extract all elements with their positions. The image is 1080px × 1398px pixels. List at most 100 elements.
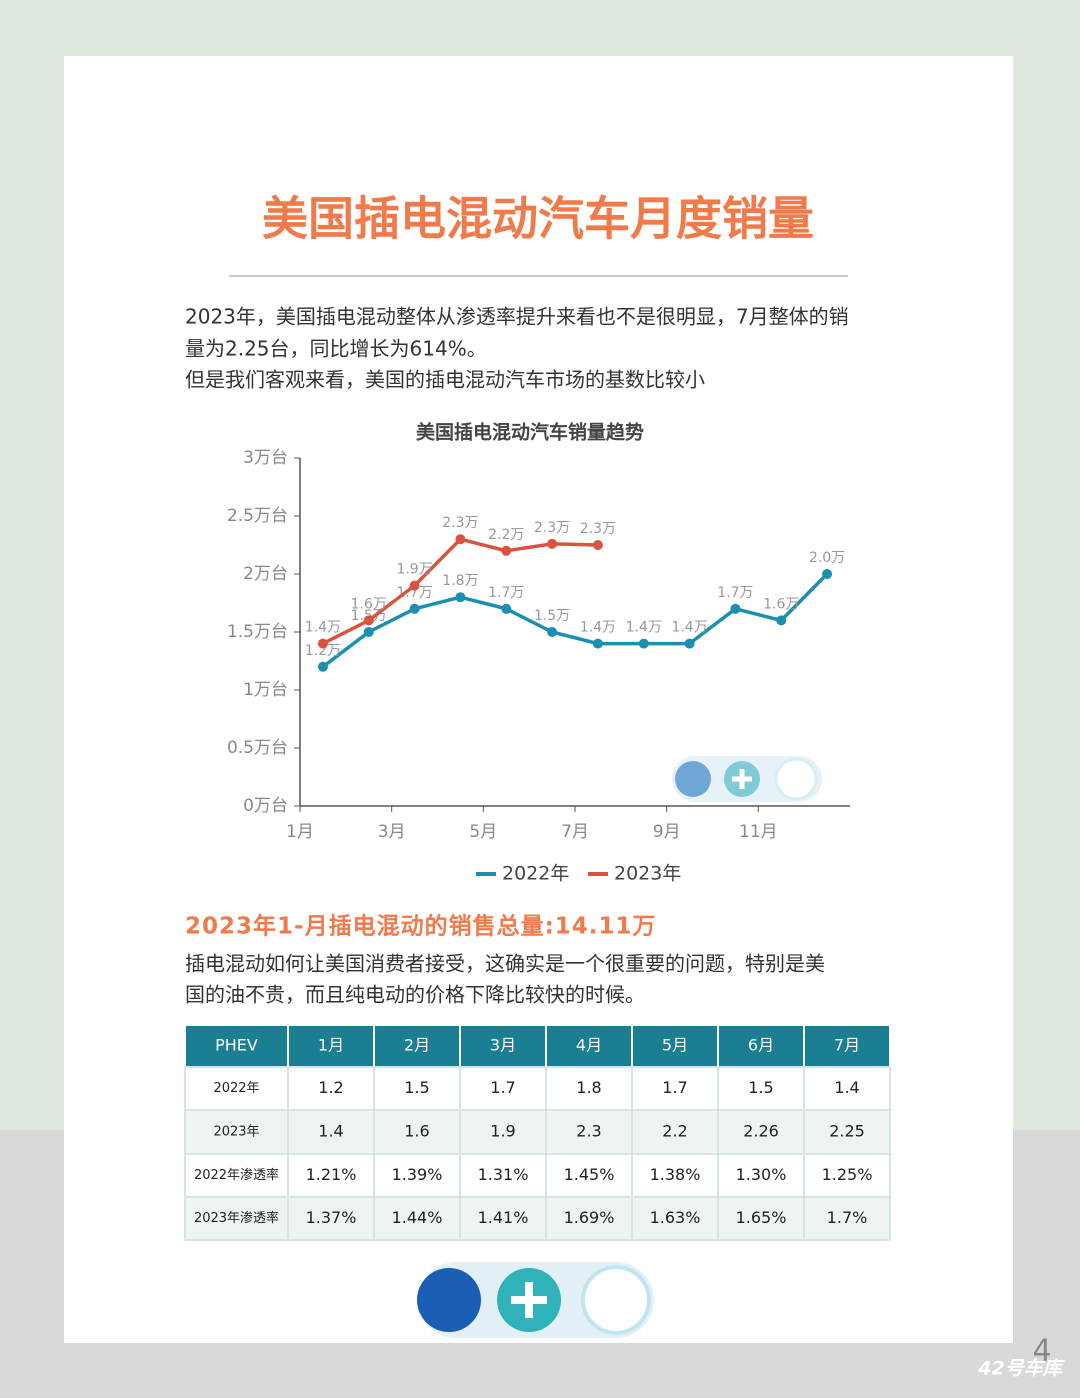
cell xyxy=(373,1196,461,1241)
data-label: 1.7万 xyxy=(488,585,524,601)
cell xyxy=(459,1109,547,1155)
y-tick-label: 0.5万台 xyxy=(227,738,288,758)
cell-text: 1.30% xyxy=(736,1165,787,1184)
cell xyxy=(545,1153,633,1198)
cell-text: 2022年渗透率 xyxy=(194,1167,279,1183)
cell-text: 1.37% xyxy=(306,1208,357,1227)
cell-text: 2023年 xyxy=(213,1125,259,1140)
watermark: 42号车库 xyxy=(977,1358,1065,1380)
cell-text: 1.44% xyxy=(392,1208,443,1227)
data-label: 1.6万 xyxy=(763,596,799,612)
x-tick-label: 3月 xyxy=(378,822,406,842)
cell-text: 2.25 xyxy=(829,1122,865,1141)
line xyxy=(321,572,829,669)
table: PHEV 1月 2月 3月 4月 5月 6月 7月 2022年 1.2 1.5 1.7 1.8 1.7 1.… xyxy=(184,1024,891,1241)
cell-text: 1.4 xyxy=(318,1122,343,1141)
cell xyxy=(184,1196,289,1241)
cell xyxy=(545,1109,633,1155)
point xyxy=(592,638,603,649)
cell-text: 1.5 xyxy=(748,1078,773,1097)
data-label: 1.2万 xyxy=(305,643,341,659)
header-text: 2月 xyxy=(404,1036,430,1055)
cell xyxy=(184,1066,289,1111)
data-label: 1.7万 xyxy=(396,585,432,601)
chart: 0万台 0.5万台 1万台 1.5万台 2万台 2.5万台 3万台 1月 3月 5月 7月 9月 11月… xyxy=(227,448,850,885)
cell xyxy=(545,1066,633,1111)
point xyxy=(455,592,466,603)
x-tick-label: 7月 xyxy=(561,822,589,842)
cell xyxy=(631,1109,719,1155)
cell-text: 1.9 xyxy=(490,1122,515,1141)
point xyxy=(363,627,374,637)
y-tick-label: 1.5万台 xyxy=(227,622,288,642)
point xyxy=(684,638,695,649)
intro-line: 量为2.25台，同比增长为614%。 xyxy=(185,337,487,361)
data-label: 1.4万 xyxy=(580,620,616,636)
cell-text: 1.5 xyxy=(404,1078,429,1097)
point xyxy=(409,580,420,591)
cell-text: 1.4 xyxy=(834,1078,859,1097)
data-label: 2.0万 xyxy=(809,550,845,566)
header-text: 4月 xyxy=(576,1036,602,1055)
cell-text: 1.7% xyxy=(827,1208,868,1227)
header-cell xyxy=(717,1024,805,1068)
cell-text: 1.7 xyxy=(662,1078,687,1097)
data-label: 1.7万 xyxy=(717,585,753,601)
subheading: 2023年1-月插电混动的销售总量:14.11万 xyxy=(185,913,657,940)
data-label: 1.4万 xyxy=(626,620,662,636)
point xyxy=(409,603,420,614)
header-cell xyxy=(184,1024,289,1068)
legend-label: 2022年 xyxy=(502,863,569,885)
point xyxy=(501,603,512,614)
cell xyxy=(184,1109,289,1155)
header-cell xyxy=(803,1024,891,1068)
cell-text: 2.3 xyxy=(576,1122,601,1141)
cell xyxy=(459,1153,547,1198)
data-label: 2.3万 xyxy=(580,521,616,537)
point xyxy=(363,615,374,626)
y-tick-label: 1万台 xyxy=(243,680,288,700)
data-label: 2.3万 xyxy=(442,515,478,531)
legend-label: 2023年 xyxy=(614,863,681,885)
point xyxy=(547,627,558,637)
cell-text: 2023年渗透率 xyxy=(194,1210,279,1226)
header-text: 7月 xyxy=(834,1036,860,1055)
cell xyxy=(287,1109,375,1155)
data-label: 1.9万 xyxy=(396,562,432,578)
cell-text: 1.69% xyxy=(564,1208,615,1227)
data-label: 1.4万 xyxy=(305,620,341,636)
header-cell xyxy=(631,1024,719,1068)
title: 美国插电混动汽车月度销量 xyxy=(262,192,814,246)
cell-text: 1.21% xyxy=(306,1165,357,1184)
y-tick-label: 0万台 xyxy=(243,796,288,816)
cell-text: 1.65% xyxy=(736,1208,787,1227)
point xyxy=(592,540,603,550)
cell-text: 1.63% xyxy=(650,1208,701,1227)
cell-text: 1.8 xyxy=(576,1078,601,1097)
cell xyxy=(459,1196,547,1241)
data-label: 1.5万 xyxy=(534,608,570,624)
cell-text: 2.2 xyxy=(662,1122,687,1141)
header-cell xyxy=(373,1024,461,1068)
point xyxy=(638,638,649,649)
data-label: 1.4万 xyxy=(671,620,707,636)
cell-text: 1.31% xyxy=(478,1165,529,1184)
intro-line: 2023年，美国插电混动整体从渗透率提升来看也不是很明显，7月整体的销 xyxy=(185,305,849,329)
point xyxy=(776,615,787,626)
x-tick-label: 11月 xyxy=(739,822,778,842)
x-tick-label: 1月 xyxy=(286,822,314,842)
cell xyxy=(803,1196,891,1241)
data-label: 2.2万 xyxy=(488,527,524,543)
cell-text: 1.2 xyxy=(318,1078,343,1097)
point xyxy=(455,534,466,545)
header-text: 5月 xyxy=(662,1036,688,1055)
point xyxy=(317,638,328,649)
cell-text: 1.6 xyxy=(404,1122,429,1141)
cell-text: 2022年 xyxy=(213,1081,259,1096)
header-text: PHEV xyxy=(215,1036,258,1055)
para-line: 国的油不贵，而且纯电动的价格下降比较快的时候。 xyxy=(185,983,645,1007)
data-label: 1.8万 xyxy=(442,573,478,589)
cell xyxy=(717,1153,805,1198)
point xyxy=(317,661,328,672)
